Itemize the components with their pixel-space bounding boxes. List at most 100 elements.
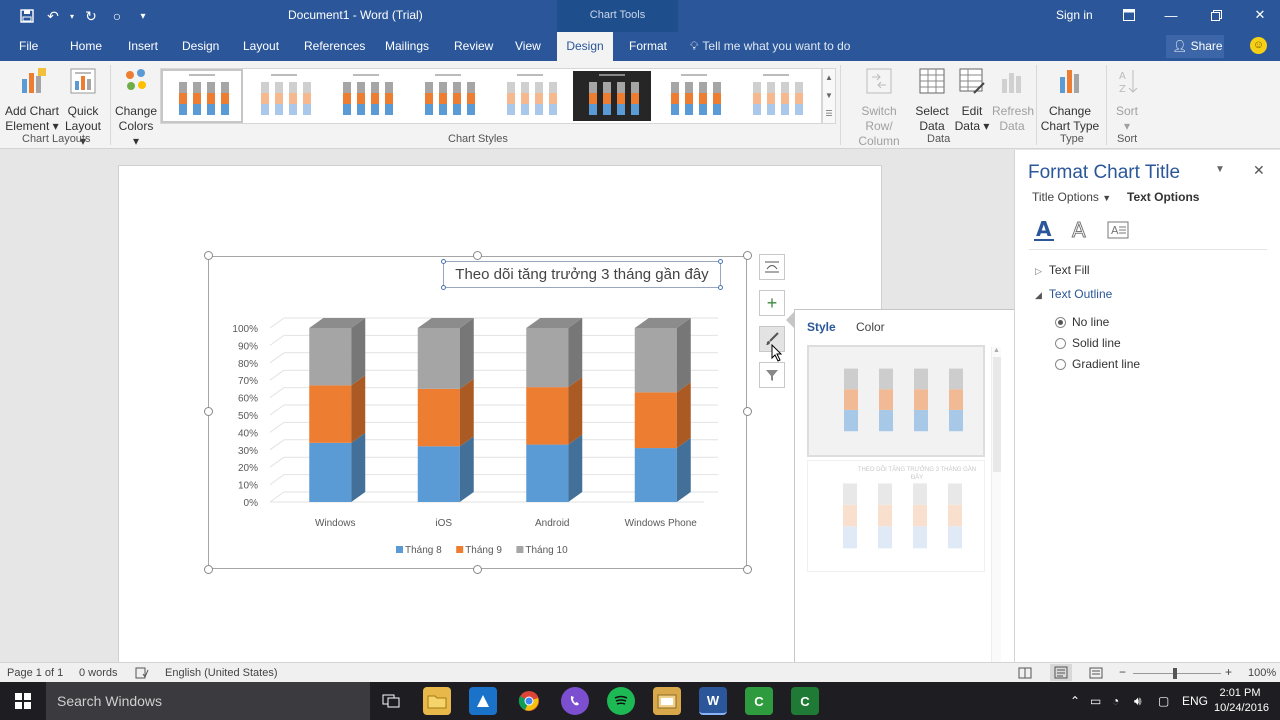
- web-layout-icon[interactable]: [1089, 667, 1103, 682]
- chart-style-5[interactable]: [491, 71, 569, 121]
- zoom-out-icon[interactable]: −: [1119, 665, 1127, 679]
- feedback-smiley-icon[interactable]: ☺: [1250, 37, 1267, 54]
- tab-design[interactable]: Design: [182, 39, 220, 53]
- language[interactable]: English (United States): [165, 667, 278, 679]
- gallery-up-icon[interactable]: ▲: [825, 73, 833, 82]
- bar-side-Android-Tháng 8[interactable]: [568, 434, 583, 502]
- print-layout-icon[interactable]: [1050, 664, 1072, 681]
- customize-qat-icon[interactable]: ▾: [140, 10, 146, 22]
- popup-scrollbar[interactable]: ▲ ▼: [991, 347, 1001, 677]
- resize-handle[interactable]: [204, 251, 213, 260]
- tab-home[interactable]: Home: [70, 39, 103, 53]
- camtasia-recorder-icon[interactable]: C: [791, 687, 819, 715]
- tell-me-search[interactable]: 💡︎ Tell me what you want to do: [690, 32, 850, 61]
- tray-action-center-icon[interactable]: ▢: [1158, 694, 1170, 708]
- chart-style-8[interactable]: [737, 71, 815, 121]
- radio-gradient-line[interactable]: [1055, 358, 1066, 370]
- spotify-icon[interactable]: [607, 687, 635, 715]
- bar-Windows-Tháng 10[interactable]: [309, 328, 352, 386]
- resize-handle[interactable]: [204, 565, 213, 574]
- close-window-icon[interactable]: ✕: [1254, 7, 1266, 22]
- tab-review[interactable]: Review: [454, 39, 494, 53]
- bar-side-Windows Phone-Tháng 8[interactable]: [676, 438, 691, 502]
- solid-line-option[interactable]: Solid line: [1055, 336, 1121, 350]
- tab-references[interactable]: References: [304, 39, 366, 53]
- text-options-tab[interactable]: Text Options: [1127, 190, 1200, 204]
- quick-layout-button[interactable]: Quick Layout ▾: [62, 65, 104, 149]
- popup-style-thumb-1[interactable]: [807, 345, 985, 457]
- undo-icon[interactable]: ↶: [47, 7, 59, 24]
- bar-Android-Tháng 9[interactable]: [526, 387, 569, 445]
- bar-top-iOS[interactable]: [417, 318, 474, 328]
- word-app-icon[interactable]: W: [699, 687, 727, 715]
- tab-view[interactable]: View: [515, 39, 541, 53]
- bar-Windows-Tháng 9[interactable]: [309, 385, 352, 443]
- popup-scroll-thumb[interactable]: [993, 357, 1001, 472]
- textbox-icon[interactable]: A: [1105, 217, 1131, 243]
- chart-filters-icon[interactable]: [759, 362, 785, 388]
- tray-show-hidden-icon[interactable]: ⌃: [1070, 694, 1081, 708]
- file-explorer-icon[interactable]: [423, 687, 451, 715]
- bar-Windows Phone-Tháng 10[interactable]: [634, 328, 677, 393]
- bar-top-Windows Phone[interactable]: [634, 318, 691, 328]
- windows-start-icon[interactable]: [0, 682, 46, 720]
- title-handle[interactable]: [718, 285, 723, 290]
- bar-Windows Phone-Tháng 8[interactable]: [634, 448, 677, 502]
- chart-style-2[interactable]: [245, 71, 323, 121]
- chart-title[interactable]: Theo dõi tăng trưởng 3 tháng gần đây: [443, 261, 721, 288]
- resize-handle[interactable]: [473, 565, 482, 574]
- chart-style-7[interactable]: [655, 71, 733, 121]
- resize-handle[interactable]: [473, 251, 482, 260]
- text-effects-icon[interactable]: A: [1067, 217, 1093, 243]
- tray-network-icon[interactable]: ◔: [1112, 694, 1120, 708]
- radio-no-line[interactable]: [1055, 316, 1066, 328]
- chart-style-6[interactable]: [573, 71, 651, 121]
- tab-chart-format[interactable]: Format: [629, 39, 668, 53]
- title-options-tab[interactable]: Title Options ▼: [1032, 190, 1112, 204]
- tab-insert[interactable]: Insert: [128, 39, 159, 53]
- gradient-line-option[interactable]: Gradient line: [1055, 357, 1140, 371]
- pane-close-icon[interactable]: ✕: [1253, 162, 1265, 178]
- radio-solid-line[interactable]: [1055, 337, 1066, 349]
- minimize-icon[interactable]: —: [1164, 7, 1178, 23]
- bar-side-Windows Phone-Tháng 9[interactable]: [676, 382, 691, 449]
- read-mode-icon[interactable]: [1018, 667, 1032, 682]
- tab-chart-design[interactable]: Design: [557, 32, 613, 61]
- resize-handle[interactable]: [204, 407, 213, 416]
- share-button[interactable]: 👤︎ Share: [1166, 35, 1224, 58]
- tray-volume-icon[interactable]: 🔊︎: [1134, 694, 1142, 708]
- select-data-button[interactable]: Select Data: [914, 65, 950, 134]
- word-count[interactable]: 0 words: [79, 667, 118, 679]
- clock[interactable]: 2:01 PM 10/24/2016: [1214, 686, 1269, 716]
- maps-app-icon[interactable]: [469, 687, 497, 715]
- camtasia-icon[interactable]: C: [745, 687, 773, 715]
- no-line-option[interactable]: No line: [1055, 315, 1109, 329]
- bar-side-iOS-Tháng 10[interactable]: [459, 318, 474, 389]
- change-chart-type-button[interactable]: Change Chart Type: [1040, 65, 1100, 134]
- tray-battery-icon[interactable]: ▭: [1090, 694, 1102, 708]
- bar-side-Windows-Tháng 9[interactable]: [351, 375, 366, 443]
- bar-top-Windows[interactable]: [309, 318, 366, 328]
- bar-side-iOS-Tháng 8[interactable]: [459, 436, 474, 502]
- bar-Windows-Tháng 8[interactable]: [309, 442, 352, 502]
- tab-mailings[interactable]: Mailings: [385, 39, 430, 53]
- zoom-slider-thumb[interactable]: [1173, 668, 1177, 679]
- gallery-more-icon[interactable]: ☰: [825, 109, 833, 118]
- task-view-icon[interactable]: [377, 687, 405, 715]
- switch-row-column-button[interactable]: Switch Row/ Column: [846, 65, 912, 149]
- text-fill-outline-icon[interactable]: A: [1031, 217, 1057, 243]
- bar-side-Android-Tháng 10[interactable]: [568, 318, 583, 388]
- viber-icon[interactable]: [561, 687, 589, 715]
- zoom-level[interactable]: 100%: [1248, 667, 1277, 679]
- title-handle[interactable]: [441, 259, 446, 264]
- add-chart-element-button[interactable]: Add Chart Element ▾: [4, 65, 60, 134]
- bar-side-Windows-Tháng 10[interactable]: [351, 318, 366, 386]
- popup-style-thumb-2[interactable]: THEO DÕI TĂNG TRƯỞNG 3 THÁNG GẦN ĐÂY: [807, 460, 985, 572]
- windows-search-box[interactable]: Search Windows: [46, 682, 370, 720]
- bar-iOS-Tháng 8[interactable]: [417, 446, 460, 502]
- sign-in-link[interactable]: Sign in: [1056, 8, 1093, 22]
- gallery-down-icon[interactable]: ▼: [825, 91, 833, 100]
- resize-handle[interactable]: [743, 565, 752, 574]
- bar-top-Android[interactable]: [526, 318, 583, 328]
